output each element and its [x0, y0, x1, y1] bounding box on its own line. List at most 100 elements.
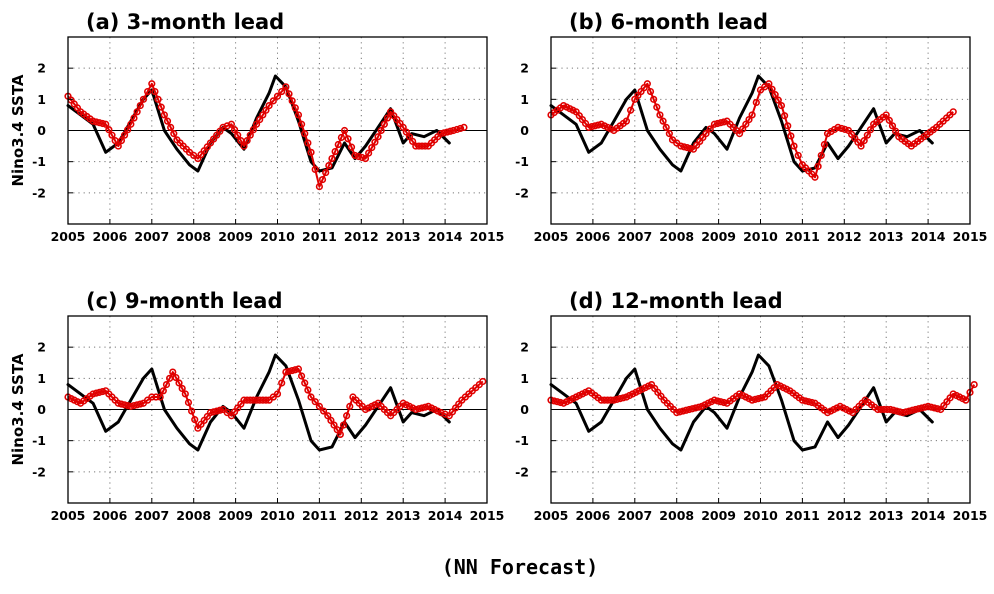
data-point	[282, 368, 290, 376]
data-point	[157, 103, 165, 111]
data-point	[441, 410, 449, 418]
data-point	[130, 402, 138, 410]
data-point	[610, 396, 618, 404]
panel-title: (a) 3-month lead	[86, 10, 284, 34]
data-point	[905, 407, 913, 415]
data-point	[117, 137, 126, 145]
x-tick-label: 2008	[176, 229, 211, 244]
x-tick-label: 2005	[534, 508, 569, 523]
data-point	[285, 90, 293, 98]
data-point	[291, 104, 299, 112]
data-point	[643, 80, 651, 88]
data-point	[278, 379, 286, 387]
data-point	[151, 87, 159, 96]
data-point	[585, 123, 593, 131]
data-point	[334, 140, 342, 149]
data-point	[307, 148, 315, 156]
data-point	[170, 130, 178, 138]
data-point	[405, 133, 414, 141]
x-tick-label: 2008	[659, 508, 694, 523]
data-point	[223, 122, 231, 130]
data-point	[344, 135, 352, 143]
data-point	[720, 118, 728, 126]
y-axis-label: Nino3.4 SSTA	[9, 74, 27, 186]
x-tick-label: 2011	[785, 229, 820, 244]
data-point	[889, 406, 898, 414]
data-point	[288, 366, 296, 375]
data-point	[933, 405, 942, 413]
data-point	[259, 111, 267, 119]
data-point	[371, 138, 379, 146]
data-point	[246, 131, 254, 139]
data-point	[814, 162, 822, 170]
data-point	[361, 154, 370, 163]
data-point	[402, 128, 410, 136]
x-tick-label: 2011	[785, 508, 820, 523]
data-point	[130, 114, 138, 122]
x-tick-label: 2012	[827, 508, 862, 523]
x-tick-label: 2014	[428, 508, 463, 523]
data-point	[368, 144, 376, 152]
data-point	[127, 402, 135, 410]
data-point	[790, 142, 798, 150]
data-point	[297, 372, 306, 380]
data-point	[691, 404, 700, 412]
data-point	[930, 404, 938, 412]
data-point	[412, 405, 420, 414]
data-point	[702, 130, 710, 138]
data-point	[89, 390, 97, 398]
x-tick-label: 2015	[470, 229, 505, 244]
x-tick-label: 2015	[953, 508, 988, 523]
data-point	[330, 421, 338, 429]
data-point	[339, 421, 348, 429]
x-tick-label: 2011	[302, 508, 337, 523]
y-tick-label: 1	[37, 92, 46, 107]
panel-c: 2005 2006 2007 2008 2009 2010 2011 2012 2013 2014…	[9, 289, 504, 523]
data-point	[206, 409, 215, 417]
data-point	[327, 416, 335, 425]
data-point	[328, 154, 336, 163]
data-point	[911, 405, 920, 414]
data-point	[771, 91, 779, 99]
data-point	[717, 119, 725, 127]
data-point	[739, 125, 747, 133]
data-point	[139, 95, 148, 103]
x-tick-label: 2010	[260, 229, 295, 244]
data-point	[219, 123, 227, 131]
data-point	[695, 403, 703, 411]
x-tick-label: 2006	[576, 229, 611, 244]
y-tick-label: 1	[520, 92, 529, 107]
data-point	[820, 140, 828, 149]
data-point	[301, 379, 309, 387]
data-point	[421, 142, 429, 150]
y-tick-label: 2	[37, 61, 46, 76]
data-point	[234, 131, 242, 139]
data-point	[136, 101, 144, 110]
data-point	[808, 398, 816, 407]
x-tick-label: 2010	[743, 229, 778, 244]
data-point	[673, 409, 681, 417]
data-point	[924, 402, 932, 410]
data-point	[374, 133, 382, 141]
data-point	[311, 165, 319, 174]
data-point	[92, 118, 100, 126]
data-point	[188, 407, 196, 415]
x-tick-label: 2008	[176, 508, 211, 523]
data-point	[949, 108, 957, 116]
data-point	[213, 407, 221, 415]
series-line-observed	[549, 74, 934, 173]
data-point	[216, 406, 224, 414]
x-tick-label: 2014	[911, 508, 946, 523]
x-tick-label: 2010	[260, 508, 295, 523]
y-tick-label: 2	[520, 61, 529, 76]
data-point	[798, 396, 807, 404]
data-point	[210, 408, 218, 416]
data-point	[278, 87, 286, 96]
x-tick-label: 2011	[302, 229, 337, 244]
data-point	[893, 407, 901, 415]
data-point	[677, 142, 685, 150]
data-point	[127, 120, 135, 128]
data-point	[148, 80, 156, 88]
x-tick-label: 2012	[827, 229, 862, 244]
